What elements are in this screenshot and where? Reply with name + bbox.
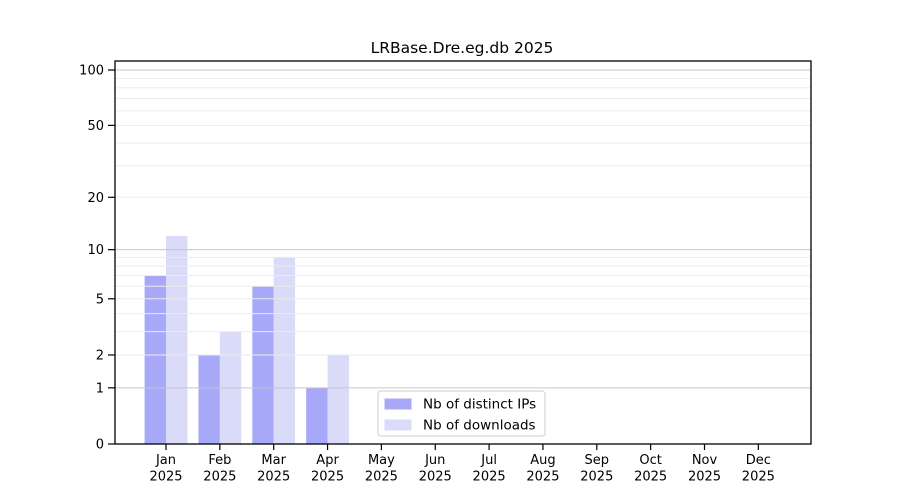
bar-mar-distinct-ips [252, 286, 274, 444]
x-tick-label-year-jan: 2025 [149, 470, 182, 485]
x-tick-label-month-dec: Dec [746, 453, 771, 468]
legend-label-downloads: Nb of downloads [423, 418, 536, 434]
x-tick-label-month-may: May [368, 453, 395, 468]
x-tick-label-year-jul: 2025 [473, 470, 506, 485]
x-tick-label-year-aug: 2025 [526, 470, 559, 485]
x-tick-label-month-jun: Jun [424, 453, 445, 468]
bar-jan-downloads [166, 236, 188, 444]
x-tick-label-month-apr: Apr [316, 453, 339, 468]
bar-apr-downloads [327, 354, 349, 444]
x-tick-label-month-nov: Nov [692, 453, 718, 468]
legend-label-distinct-ips: Nb of distinct IPs [423, 397, 536, 413]
x-tick-label-month-oct: Oct [639, 453, 661, 468]
x-tick-label-year-feb: 2025 [203, 470, 236, 485]
y-tick-label-10: 10 [87, 243, 104, 258]
x-tick-label-year-apr: 2025 [311, 470, 344, 485]
x-tick-label-year-nov: 2025 [688, 470, 721, 485]
chart-title: LRBase.Dre.eg.db 2025 [371, 39, 554, 57]
x-tick-label-month-aug: Aug [530, 453, 555, 468]
y-tick-label-100: 100 [79, 64, 104, 79]
plot-border [114, 60, 812, 445]
x-tick-label-month-mar: Mar [261, 453, 286, 468]
x-tick-label-year-jun: 2025 [419, 470, 452, 485]
y-tick-label-5: 5 [96, 292, 104, 307]
x-tick-label-month-jul: Jul [480, 453, 497, 468]
y-tick-label-20: 20 [87, 191, 104, 206]
x-tick-label-month-jan: Jan [155, 453, 176, 468]
y-tick-label-1: 1 [96, 381, 104, 396]
y-tick-label-0: 0 [96, 438, 104, 453]
x-tick-label-year-oct: 2025 [634, 470, 667, 485]
bar-mar-downloads [273, 257, 296, 444]
chart-overlay: LRBase.Dre.eg.db 2025 Nb of distinct IPs… [371, 39, 554, 437]
legend-swatch-distinct-ips-icon [384, 398, 412, 410]
y-tick-label-2: 2 [96, 348, 104, 363]
bar-apr-distinct-ips [306, 387, 328, 444]
y-tick-label-50: 50 [87, 119, 104, 134]
x-tick-label-year-sep: 2025 [580, 470, 613, 485]
legend-swatch-downloads-icon [384, 419, 412, 431]
bar-jan-distinct-ips [144, 275, 166, 444]
x-tick-label-year-may: 2025 [365, 470, 398, 485]
x-tick-label-year-dec: 2025 [742, 470, 775, 485]
x-tick-label-year-mar: 2025 [257, 470, 290, 485]
legend-box [377, 390, 546, 437]
x-tick-label-month-sep: Sep [585, 453, 610, 468]
bar-feb-distinct-ips [198, 354, 220, 444]
x-tick-label-month-feb: Feb [208, 453, 231, 468]
